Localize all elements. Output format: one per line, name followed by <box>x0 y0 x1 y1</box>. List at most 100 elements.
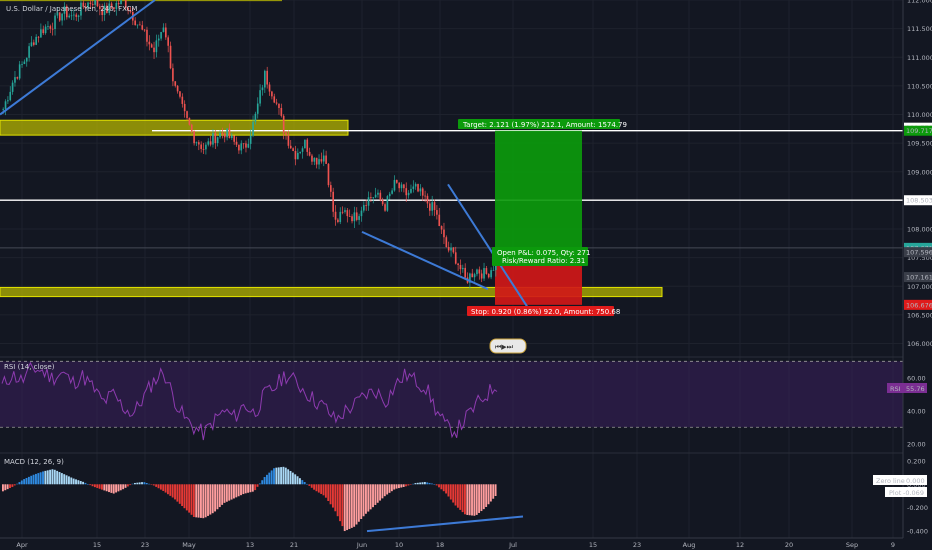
macd-bar <box>445 484 448 494</box>
replay-widget-icon[interactable]: ⏮▶⏭ <box>489 338 527 354</box>
macd-tick-label: 0.200 <box>907 457 926 465</box>
candle <box>179 91 181 97</box>
macd-bar <box>6 484 9 490</box>
macd-bar <box>419 482 422 485</box>
candle <box>30 42 33 47</box>
candle <box>174 81 177 86</box>
candle <box>233 135 236 142</box>
macd-bar <box>214 484 217 512</box>
trendlines[interactable] <box>0 0 528 307</box>
macd-bar <box>112 484 115 494</box>
candle <box>325 155 327 164</box>
macd-bar <box>291 472 294 485</box>
candle <box>492 270 495 271</box>
candle <box>388 193 391 197</box>
time-axis[interactable] <box>0 538 932 550</box>
macd-bar <box>77 480 80 485</box>
candle <box>51 28 54 30</box>
macd-bar <box>464 484 466 515</box>
macd-bar <box>2 484 4 492</box>
macd-bar <box>4 484 7 491</box>
macd-bar <box>247 484 250 493</box>
macd-bar <box>480 484 483 512</box>
macd-bar <box>150 484 153 485</box>
candle <box>334 211 337 220</box>
candle <box>14 77 16 83</box>
macd-bar <box>51 469 54 485</box>
candle <box>285 132 287 135</box>
macd-bar <box>190 484 193 515</box>
candle <box>207 141 210 145</box>
candle <box>318 159 320 165</box>
macd-bar <box>376 484 379 503</box>
candle <box>346 210 349 217</box>
rsi-value-badge: RSI 55.76 <box>887 383 927 393</box>
macd-trendline[interactable] <box>366 515 524 533</box>
candle <box>445 237 448 248</box>
x-tick-label: 10 <box>395 541 403 549</box>
macd-divergence-line <box>366 515 524 533</box>
candle <box>271 91 273 97</box>
macd-bar <box>117 484 120 492</box>
macd-bar <box>197 484 200 518</box>
x-tick-label: May <box>182 541 196 549</box>
candle <box>261 87 264 91</box>
macd-bar <box>485 484 488 507</box>
candle <box>134 20 137 26</box>
candle <box>412 186 415 189</box>
macd-bar <box>341 484 344 527</box>
candle <box>146 29 148 42</box>
x-tick-label: Apr <box>16 541 28 549</box>
macd-bar <box>369 484 372 510</box>
candle <box>273 96 276 103</box>
macd-bar <box>218 484 221 508</box>
macd-bar <box>374 484 377 505</box>
y-tick-label: 111.500 <box>907 25 932 33</box>
candle <box>433 202 436 211</box>
candle <box>73 14 75 16</box>
macd-bar <box>461 484 464 513</box>
macd-bar <box>487 484 490 505</box>
x-tick-label: 21 <box>290 541 298 549</box>
candle <box>202 148 205 150</box>
rsi-line <box>1 361 498 441</box>
macd-bar <box>251 484 254 492</box>
target-label: Target: 2.121 (1.97%) 212.1, Amount: 157… <box>458 119 627 129</box>
macd-bar <box>284 467 287 485</box>
macd-bar <box>152 484 155 486</box>
candle <box>391 190 393 194</box>
candle <box>143 29 146 31</box>
candle <box>40 29 42 38</box>
candle <box>296 152 299 160</box>
candle <box>351 216 353 222</box>
price-axis[interactable] <box>903 0 932 538</box>
candle <box>438 214 441 227</box>
candle <box>436 210 438 215</box>
candle <box>320 159 323 162</box>
price-label: 107.596 <box>906 249 932 257</box>
macd-bar <box>273 468 275 485</box>
candle <box>68 15 71 18</box>
candle <box>360 210 363 217</box>
candle <box>280 107 283 116</box>
candle <box>294 151 297 160</box>
macd-bar <box>58 471 61 485</box>
price-label: 107.161 <box>906 274 932 282</box>
macd-bar <box>103 484 106 491</box>
macd-bar <box>9 484 11 489</box>
candle <box>120 0 122 5</box>
macd-bar <box>136 482 139 485</box>
macd-bar <box>258 483 261 485</box>
macd-bar <box>407 484 410 486</box>
candle <box>169 45 172 69</box>
candle <box>301 148 304 152</box>
macd-bar <box>423 481 426 485</box>
candle <box>216 137 219 144</box>
candle <box>49 26 52 29</box>
macd-bar <box>244 484 247 494</box>
candle <box>110 3 113 8</box>
candle <box>11 82 14 92</box>
target-zone[interactable] <box>495 130 582 253</box>
macd-bar <box>416 482 419 485</box>
